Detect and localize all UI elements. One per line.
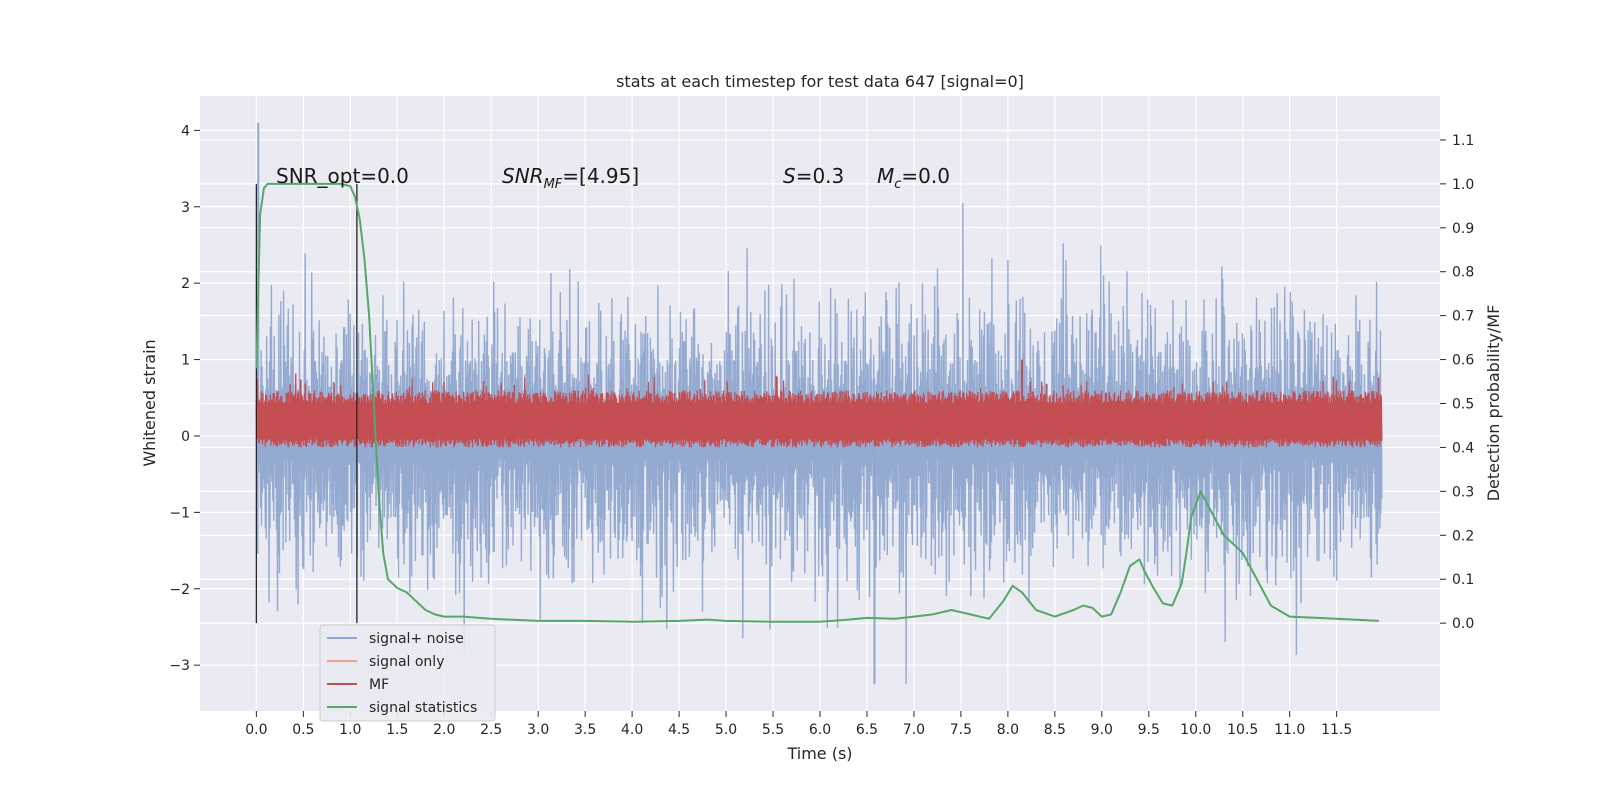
x-tick-label: 8.0 xyxy=(997,722,1019,738)
legend-label-signal-noise: signal+ noise xyxy=(369,631,464,647)
y2-tick-label: 1.1 xyxy=(1452,133,1474,149)
y2-tick-label: 0.4 xyxy=(1452,440,1474,456)
y2-tick-label: 0.9 xyxy=(1452,221,1474,237)
legend-label-mf: MF xyxy=(369,677,389,693)
x-axis-label: Time (s) xyxy=(786,744,852,763)
x-tick-label: 10.0 xyxy=(1180,722,1211,738)
signal-statistics-line xyxy=(255,182,1379,623)
x-tick-label: 9.5 xyxy=(1138,722,1160,738)
x-tick-label: 9.0 xyxy=(1091,722,1113,738)
y-tick-label: 3 xyxy=(181,200,190,216)
y2-axis-label: Detection probability/MF xyxy=(1484,305,1503,502)
y-tick-labels: −3 −2 −1 0 1 2 3 4 xyxy=(169,123,200,674)
y-tick-label: 4 xyxy=(181,123,190,139)
x-tick-label: 0.5 xyxy=(292,722,314,738)
y-tick-label: 0 xyxy=(181,429,190,445)
annotation-snr-opt: SNR_opt=0.0 xyxy=(276,164,409,188)
y2-tick-label: 0.0 xyxy=(1452,616,1474,632)
y2-tick-label: 0.3 xyxy=(1452,484,1474,500)
y-tick-label: 2 xyxy=(181,276,190,292)
annotation-snr-mf: SNRMF=[4.95] xyxy=(502,164,639,192)
legend-label-signal-only: signal only xyxy=(369,654,444,670)
x-tick-label: 3.5 xyxy=(574,722,596,738)
y2-tick-label: 0.1 xyxy=(1452,572,1474,588)
y2-tick-label: 0.7 xyxy=(1452,309,1474,325)
x-tick-label: 2.5 xyxy=(480,722,502,738)
y-tick-label: −3 xyxy=(169,658,190,674)
x-tick-label: 11.0 xyxy=(1274,722,1305,738)
x-tick-label: 7.5 xyxy=(950,722,972,738)
chart-title: stats at each timestep for test data 647… xyxy=(616,72,1024,91)
series-mf xyxy=(255,359,1383,448)
x-tick-labels: 0.0 0.5 1.0 1.5 2.0 2.5 3.0 3.5 4.0 4.5 5.0 5.5 6.0 6… xyxy=(245,711,1352,738)
x-tick-label: 1.0 xyxy=(339,722,361,738)
legend-label-signal-statistics: signal statistics xyxy=(369,700,477,716)
x-tick-label: 5.0 xyxy=(715,722,737,738)
x-tick-label: 11.5 xyxy=(1321,722,1352,738)
vertical-markers xyxy=(255,183,358,624)
x-tick-label: 6.5 xyxy=(856,722,878,738)
legend: signal+ noise signal only MF signal stat… xyxy=(319,624,496,722)
y2-tick-label: 0.8 xyxy=(1452,265,1474,281)
legend-box xyxy=(319,624,496,722)
x-tick-label: 10.5 xyxy=(1227,722,1258,738)
y-tick-label: −2 xyxy=(169,582,190,598)
y2-tick-label: 0.5 xyxy=(1452,397,1474,413)
y2-tick-labels: 0.0 0.1 0.2 0.3 0.4 0.5 0.6 0.7 0.8 0.9 1.0 1.1 xyxy=(1440,133,1474,632)
y-tick-label: 1 xyxy=(181,353,190,369)
y2-tick-label: 0.2 xyxy=(1452,528,1474,544)
y2-tick-label: 1.0 xyxy=(1452,177,1474,193)
mf-line xyxy=(255,373,1383,448)
x-tick-label: 0.0 xyxy=(245,722,267,738)
x-tick-label: 2.0 xyxy=(433,722,455,738)
x-tick-label: 6.0 xyxy=(809,722,831,738)
annotation-s: S=0.3 xyxy=(783,164,844,188)
y2-tick-label: 0.6 xyxy=(1452,353,1474,369)
x-tick-label: 5.5 xyxy=(762,722,784,738)
x-tick-label: 4.5 xyxy=(668,722,690,738)
x-tick-label: 7.0 xyxy=(903,722,925,738)
x-tick-label: 4.0 xyxy=(621,722,643,738)
x-tick-label: 3.0 xyxy=(527,722,549,738)
series-signal-statistics xyxy=(255,182,1379,623)
annotation-mc: Mc=0.0 xyxy=(877,164,950,192)
x-tick-label: 8.5 xyxy=(1044,722,1066,738)
y-axis-label: Whitened strain xyxy=(140,339,159,466)
x-tick-label: 1.5 xyxy=(386,722,408,738)
y-tick-label: −1 xyxy=(169,505,190,521)
